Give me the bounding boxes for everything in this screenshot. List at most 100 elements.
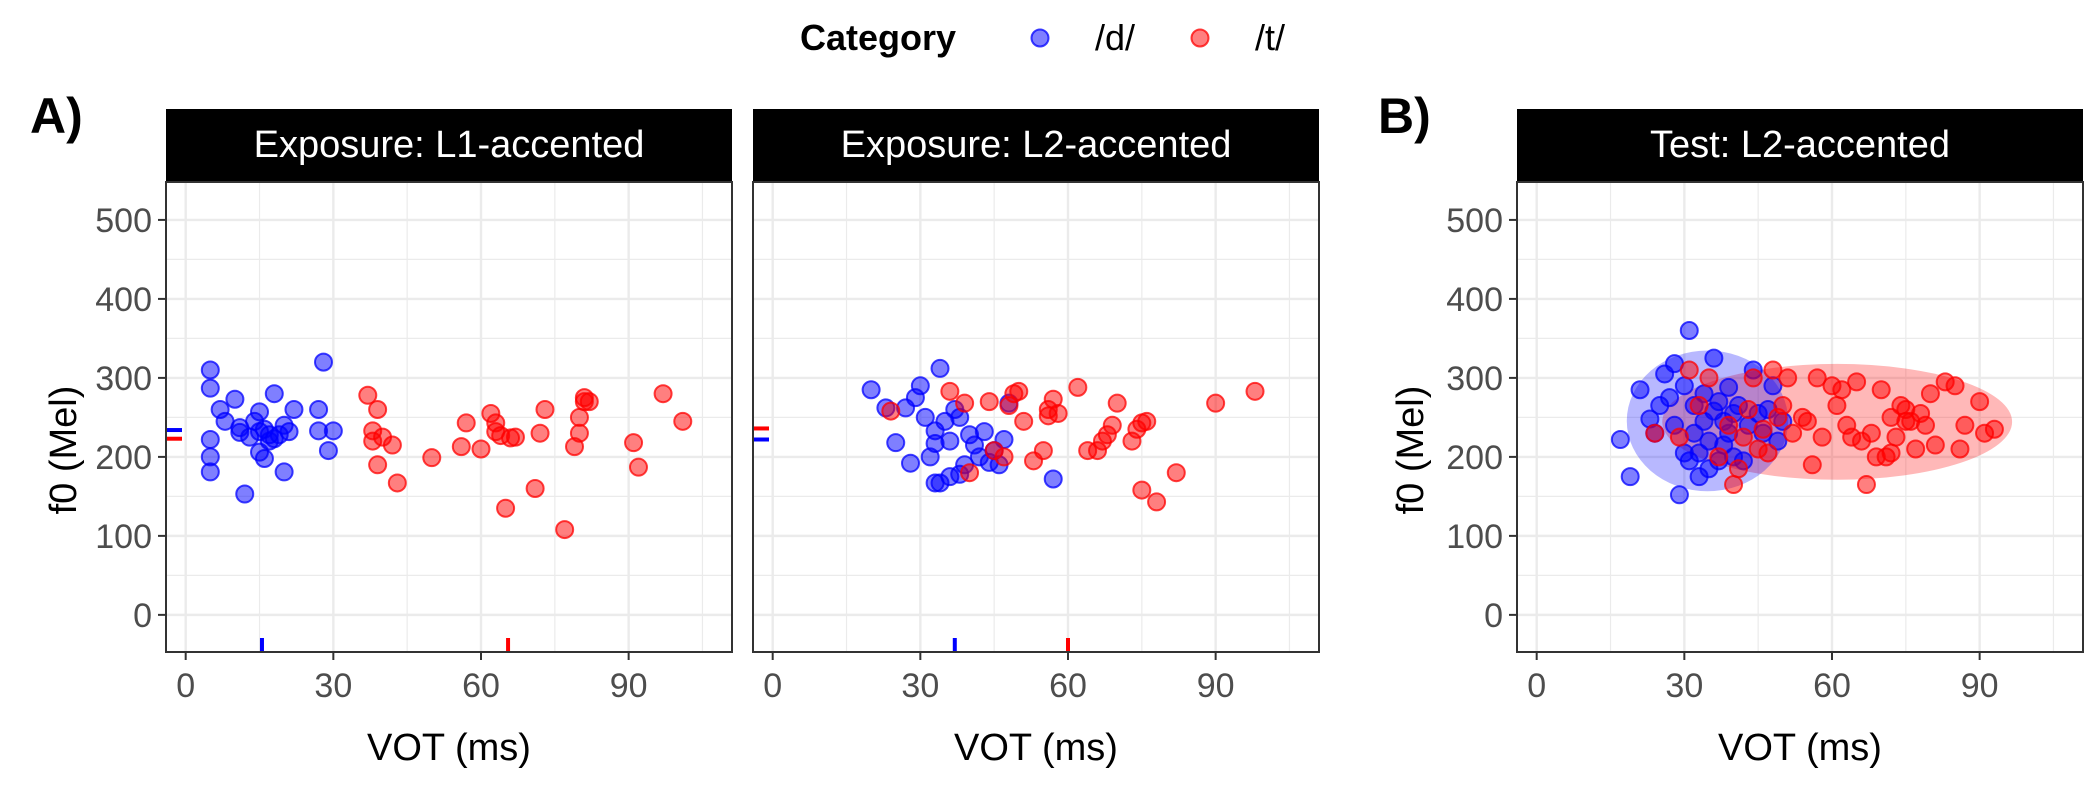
x-tick-label: 30 — [1665, 667, 1703, 705]
data-point-t — [1033, 441, 1053, 461]
data-point-t — [1807, 368, 1827, 388]
panel-strip — [753, 109, 1319, 182]
panel-title: Exposure: L2-accented — [841, 124, 1232, 166]
data-point-d — [1660, 388, 1680, 408]
data-point-t — [1758, 443, 1778, 463]
legend-label-t: /t/ — [1255, 17, 1285, 58]
data-point-t — [1797, 411, 1817, 431]
data-point-t — [471, 439, 491, 459]
data-point-d — [915, 407, 935, 427]
data-point-d — [200, 430, 220, 450]
data-point-t — [1689, 396, 1709, 416]
data-point-d — [309, 399, 329, 419]
data-point-d — [1630, 380, 1650, 400]
data-point-t — [555, 520, 575, 540]
data-point-t — [1856, 475, 1876, 495]
data-point-d — [910, 376, 930, 396]
data-point-t — [1048, 403, 1068, 423]
data-point-t — [1886, 427, 1906, 447]
legend-swatch-t — [1190, 28, 1210, 48]
data-point-t — [1679, 360, 1699, 380]
data-point-t — [1925, 435, 1945, 455]
data-point-t — [1783, 423, 1803, 443]
data-point-d — [284, 399, 304, 419]
data-point-t — [387, 473, 407, 493]
panel-border — [165, 181, 733, 653]
data-point-d — [1674, 376, 1694, 396]
data-point-d — [200, 462, 220, 482]
x-tick-label: 90 — [1197, 667, 1235, 705]
data-point-t — [505, 427, 525, 447]
data-point-d — [974, 422, 994, 442]
data-point-d — [1620, 467, 1640, 487]
data-point-t — [1955, 415, 1975, 435]
data-point-t — [1778, 368, 1798, 388]
y-tick-label: 500 — [95, 202, 152, 240]
data-point-d — [200, 378, 220, 398]
y-tick-label: 300 — [1446, 360, 1503, 398]
data-point-t — [1906, 439, 1926, 459]
data-point-t — [368, 399, 388, 419]
data-point-t — [1847, 372, 1867, 392]
data-point-t — [979, 392, 999, 412]
data-point-t — [1137, 411, 1157, 431]
y-tick-label: 400 — [95, 281, 152, 319]
data-point-t — [1669, 427, 1689, 447]
x-tick-label: 0 — [176, 667, 195, 705]
data-point-t — [1645, 423, 1665, 443]
data-point-t — [451, 437, 471, 457]
data-point-t — [1945, 376, 1965, 396]
panel-test-l2: Test: L2-accented 0 30 60 90 0 100 200 300 400 500… — [1446, 109, 2084, 769]
data-point-d — [313, 352, 333, 372]
x-axis-title: VOT (ms) — [1718, 727, 1882, 769]
x-axis-title: VOT (ms) — [367, 727, 531, 769]
y-tick-label: 200 — [1446, 439, 1503, 477]
legend-label-d: /d/ — [1095, 17, 1135, 58]
data-point-t — [358, 385, 378, 405]
data-point-t — [1802, 455, 1822, 475]
data-point-t — [382, 435, 402, 455]
legend-swatch-d — [1030, 28, 1050, 48]
data-point-t — [1719, 415, 1739, 435]
data-point-t — [1832, 380, 1852, 400]
data-point-t — [569, 423, 589, 443]
data-point-t — [1970, 392, 1990, 412]
y-tick-label: 100 — [1446, 518, 1503, 556]
x-tick-label: 30 — [314, 667, 352, 705]
data-point-t — [628, 457, 648, 477]
data-point-d — [225, 389, 245, 409]
data-point-t — [496, 498, 516, 518]
legend: Category /d/ /t/ — [800, 17, 1285, 58]
data-point-t — [1009, 381, 1029, 401]
legend-title: Category — [800, 17, 956, 58]
data-point-d — [1709, 392, 1729, 412]
data-point-t — [579, 392, 599, 412]
data-point-t — [422, 448, 442, 468]
data-point-t — [368, 455, 388, 475]
y-tick-label: 500 — [1446, 202, 1503, 240]
x-axis-title: VOT (ms) — [954, 727, 1118, 769]
data-point-t — [1812, 427, 1832, 447]
panel-tag-b: B) — [1378, 88, 1431, 144]
panel-title: Exposure: L1-accented — [254, 124, 645, 166]
panel-title: Test: L2-accented — [1650, 124, 1950, 166]
data-point-t — [1871, 380, 1891, 400]
data-point-t — [1861, 423, 1881, 443]
y-tick-label: 0 — [133, 597, 152, 635]
data-point-t — [624, 433, 644, 453]
data-point-t — [1950, 439, 1970, 459]
data-point-d — [1669, 485, 1689, 505]
data-point-d — [235, 484, 255, 504]
x-tick-label: 30 — [901, 667, 939, 705]
data-point-t — [1166, 463, 1186, 483]
data-point-t — [1147, 492, 1167, 512]
data-point-d — [318, 441, 338, 461]
data-point-t — [1753, 419, 1773, 439]
data-point-t — [1132, 480, 1152, 500]
panel-strip — [166, 109, 732, 182]
data-point-t — [1920, 384, 1940, 404]
data-point-t — [1107, 393, 1127, 413]
panel-tag-a: A) — [30, 88, 83, 144]
data-point-t — [1743, 368, 1763, 388]
